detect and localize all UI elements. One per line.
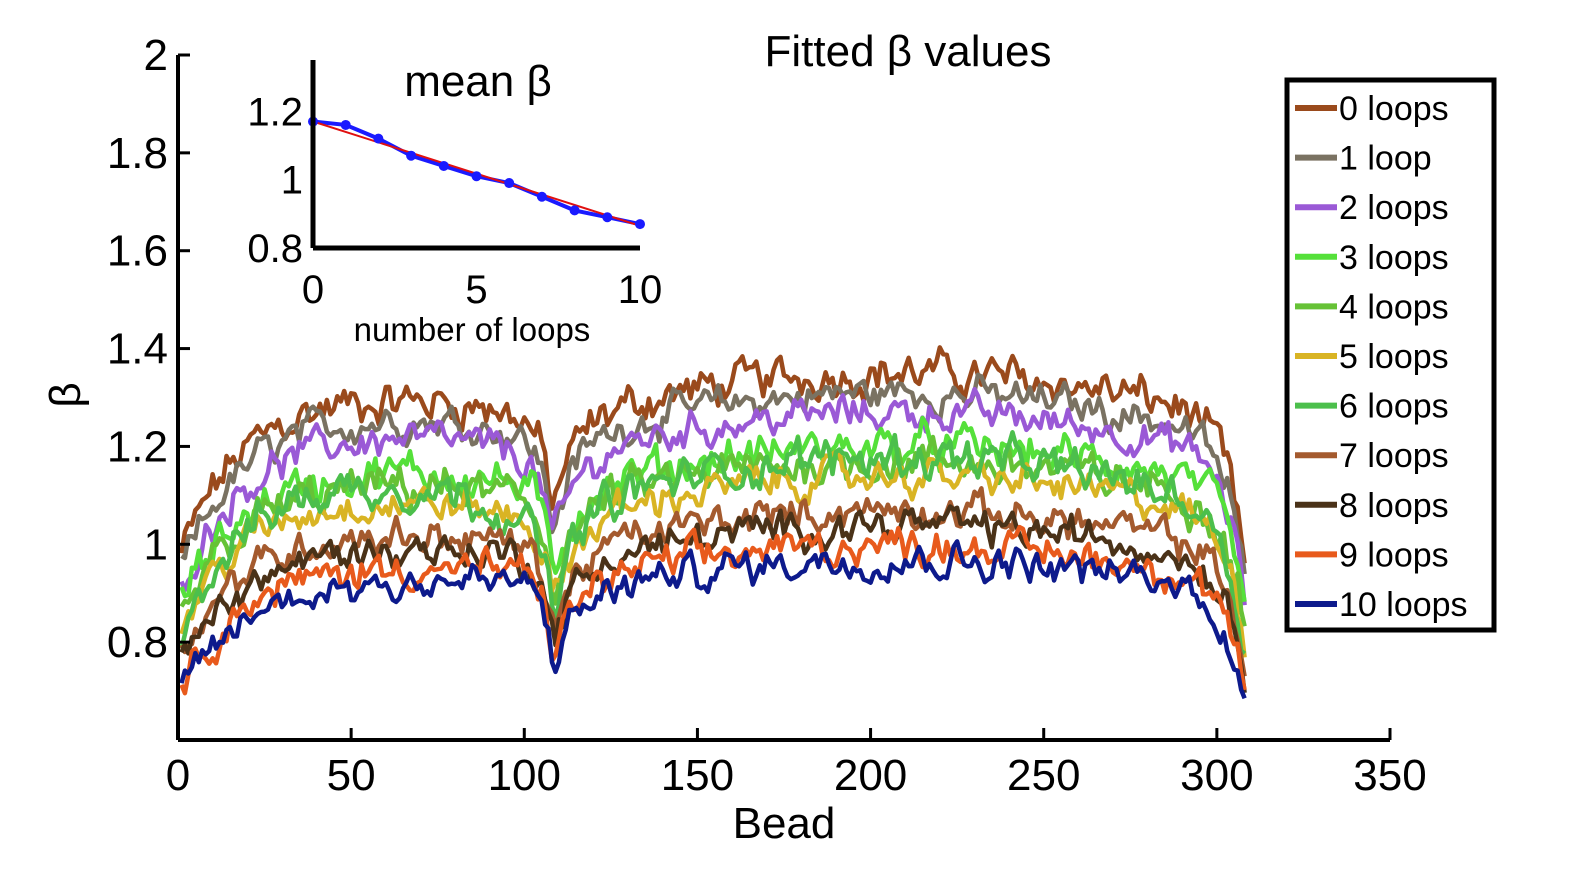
- series-line-8: [179, 504, 1247, 694]
- legend-item-2: 2 loops: [1295, 189, 1449, 227]
- series-line-6: [179, 430, 1247, 656]
- legend-label-3: 3 loops: [1339, 239, 1449, 277]
- inset-point-10: [635, 219, 645, 230]
- y-tick-label-0: 0.8: [107, 618, 168, 667]
- series-line-2: [179, 386, 1247, 606]
- inset-axes: 0 5 10 0.8 1 1.2: [247, 60, 662, 312]
- legend-label-2: 2 loops: [1339, 189, 1449, 227]
- legend-label-9: 9 loops: [1339, 536, 1449, 574]
- legend-label-6: 6 loops: [1339, 388, 1449, 426]
- inset-background: [230, 40, 670, 350]
- series-line-7: [179, 486, 1247, 677]
- legend-label-5: 5 loops: [1339, 338, 1449, 376]
- series-line-10: [179, 539, 1247, 700]
- y-axis-label: β: [41, 382, 90, 407]
- x-tick-label-5: 250: [1007, 751, 1080, 800]
- inset-x-axis-label: number of loops: [354, 311, 591, 348]
- inset-y-tick-label-0: 0.8: [247, 227, 303, 271]
- inset-point-4: [438, 160, 449, 171]
- legend-item-8: 8 loops: [1295, 487, 1449, 525]
- x-axis-label: Bead: [733, 799, 836, 848]
- legend-label-4: 4 loops: [1339, 288, 1449, 326]
- legend-item-5: 5 loops: [1295, 338, 1449, 376]
- inset-x-tick-label-2: 10: [618, 268, 663, 312]
- legend-item-6: 6 loops: [1295, 388, 1449, 426]
- y-tick-label-2: 1.2: [107, 422, 168, 471]
- legend-item-7: 7 loops: [1295, 437, 1449, 475]
- y-tick-label-6: 2: [144, 31, 168, 80]
- inset-point-8: [569, 205, 580, 216]
- inset-point-9: [602, 212, 613, 223]
- inset-point-5: [471, 171, 482, 182]
- series-line-9: [179, 524, 1247, 696]
- series-line-1: [180, 372, 1247, 575]
- legend-item-1: 1 loop: [1295, 140, 1432, 178]
- inset-point-6: [504, 178, 515, 189]
- inset-point-3: [406, 150, 417, 161]
- inset-point-1: [340, 119, 351, 130]
- legend-item-9: 9 loops: [1295, 536, 1449, 574]
- x-tick-label-7: 350: [1353, 751, 1426, 800]
- x-tick-label-2: 100: [488, 751, 561, 800]
- legend-label-1: 1 loop: [1339, 140, 1432, 178]
- legend-item-3: 3 loops: [1295, 239, 1449, 277]
- chart-title: Fitted β values: [765, 27, 1052, 76]
- main-series-group: [179, 345, 1247, 700]
- x-tick-label-0: 0: [166, 751, 190, 800]
- y-tick-label-5: 1.8: [107, 129, 168, 178]
- legend-label-10: 10 loops: [1339, 586, 1468, 624]
- x-tick-label-1: 50: [327, 751, 376, 800]
- series-line-5: [179, 449, 1247, 658]
- inset-y-tick-label-1: 1: [281, 159, 303, 203]
- inset-point-2: [373, 133, 384, 144]
- y-tick-label-3: 1.4: [107, 325, 168, 374]
- inset-x-tick-label-0: 0: [302, 268, 324, 312]
- legend-label-0: 0 loops: [1339, 90, 1449, 128]
- legend-item-4: 4 loops: [1295, 288, 1449, 326]
- inset-title: mean β: [404, 57, 552, 106]
- legend: 0 loops 1 loop 2 loops 3 loops 4 loops 5 loop…: [1284, 77, 1497, 633]
- x-tick-label-3: 150: [661, 751, 734, 800]
- inset-y-tick-label-2: 1.2: [247, 90, 303, 134]
- x-tick-label-6: 300: [1180, 751, 1253, 800]
- y-tick-label-4: 1.6: [107, 227, 168, 276]
- legend-item-0: 0 loops: [1295, 90, 1449, 128]
- legend-item-10: 10 loops: [1295, 586, 1468, 624]
- legend-label-8: 8 loops: [1339, 487, 1449, 525]
- inset-point-7: [536, 191, 547, 202]
- inset-plot: 0 5 10 0.8 1 1.2 mean β number of loops: [230, 40, 670, 350]
- inset-x-tick-label-1: 5: [465, 268, 487, 312]
- x-tick-label-4: 200: [834, 751, 907, 800]
- y-tick-label-1: 1: [144, 520, 168, 569]
- inset-series-group: [230, 40, 670, 350]
- legend-label-7: 7 loops: [1339, 437, 1449, 475]
